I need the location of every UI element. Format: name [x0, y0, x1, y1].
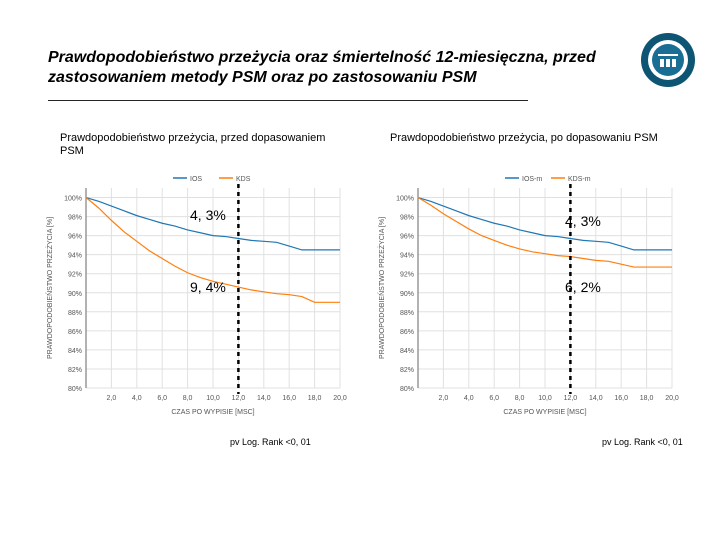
svg-text:20,0: 20,0: [665, 395, 679, 402]
svg-text:14,0: 14,0: [589, 395, 603, 402]
left-footnote: pv Log. Rank <0, 01: [230, 437, 311, 447]
right-footnote: pv Log. Rank <0, 01: [602, 437, 683, 447]
svg-text:16,0: 16,0: [282, 395, 296, 402]
svg-text:82%: 82%: [68, 367, 82, 374]
right-annot-mid: 6, 2%: [565, 279, 601, 295]
svg-text:82%: 82%: [400, 367, 414, 374]
svg-text:86%: 86%: [400, 329, 414, 336]
slide-root: Prawdopodobieństwo przeżycia oraz śmiert…: [0, 0, 720, 540]
svg-text:IOS: IOS: [190, 176, 202, 183]
svg-text:CZAS PO WYPISIE [MSC]: CZAS PO WYPISIE [MSC]: [171, 409, 254, 416]
svg-text:98%: 98%: [68, 215, 82, 222]
svg-text:92%: 92%: [68, 272, 82, 279]
svg-text:KDS: KDS: [236, 176, 251, 183]
svg-text:8,0: 8,0: [515, 395, 525, 402]
svg-text:88%: 88%: [68, 310, 82, 317]
svg-text:6,0: 6,0: [489, 395, 499, 402]
svg-text:PRAWDOPODOBIEŃSTWO PRZEŻYCIA [: PRAWDOPODOBIEŃSTWO PRZEŻYCIA [%]: [377, 217, 386, 359]
svg-text:88%: 88%: [400, 310, 414, 317]
svg-text:8,0: 8,0: [183, 395, 193, 402]
svg-text:96%: 96%: [400, 234, 414, 241]
svg-text:18,0: 18,0: [640, 395, 654, 402]
agency-logo: [640, 32, 696, 88]
svg-text:12,0: 12,0: [564, 395, 578, 402]
right-chart-label: Prawdopodobieństwo przeżycia, po dopasow…: [390, 132, 670, 145]
svg-text:100%: 100%: [396, 196, 414, 203]
svg-text:16,0: 16,0: [614, 395, 628, 402]
svg-text:IOS-m: IOS-m: [522, 176, 542, 183]
svg-text:10,0: 10,0: [206, 395, 220, 402]
left-chart-label: Prawdopodobieństwo przeżycia, przed dopa…: [60, 132, 340, 158]
left-annot-mid: 9, 4%: [190, 279, 226, 295]
svg-text:94%: 94%: [68, 253, 82, 260]
left-annot-top: 4, 3%: [190, 207, 226, 223]
svg-text:92%: 92%: [400, 272, 414, 279]
svg-text:94%: 94%: [400, 253, 414, 260]
svg-text:84%: 84%: [68, 348, 82, 355]
svg-text:10,0: 10,0: [538, 395, 552, 402]
svg-text:4,0: 4,0: [132, 395, 142, 402]
svg-text:CZAS PO WYPISIE [MSC]: CZAS PO WYPISIE [MSC]: [503, 409, 586, 416]
svg-text:2,0: 2,0: [439, 395, 449, 402]
chart-after-psm: 80% 82% 84% 86% 88% 90% 92% 94% 96% 98% 100% 2,0 4,0…: [370, 170, 680, 420]
svg-text:KDS-m: KDS-m: [568, 176, 591, 183]
svg-text:86%: 86%: [68, 329, 82, 336]
svg-text:4,0: 4,0: [464, 395, 474, 402]
svg-text:80%: 80%: [68, 386, 82, 393]
svg-text:18,0: 18,0: [308, 395, 322, 402]
svg-text:90%: 90%: [400, 291, 414, 298]
page-title: Prawdopodobieństwo przeżycia oraz śmiert…: [48, 48, 608, 88]
svg-text:84%: 84%: [400, 348, 414, 355]
svg-text:98%: 98%: [400, 215, 414, 222]
svg-text:14,0: 14,0: [257, 395, 271, 402]
svg-text:96%: 96%: [68, 234, 82, 241]
svg-text:2,0: 2,0: [107, 395, 117, 402]
svg-text:100%: 100%: [64, 196, 82, 203]
svg-text:PRAWDOPODOBIEŃSTWO PRZEŻYCIA [: PRAWDOPODOBIEŃSTWO PRZEŻYCIA [%]: [45, 217, 54, 359]
svg-text:90%: 90%: [68, 291, 82, 298]
title-underline: [48, 100, 528, 101]
svg-text:80%: 80%: [400, 386, 414, 393]
svg-text:6,0: 6,0: [157, 395, 167, 402]
right-annot-top: 4, 3%: [565, 213, 601, 229]
svg-text:20,0: 20,0: [333, 395, 347, 402]
svg-text:12,0: 12,0: [232, 395, 246, 402]
